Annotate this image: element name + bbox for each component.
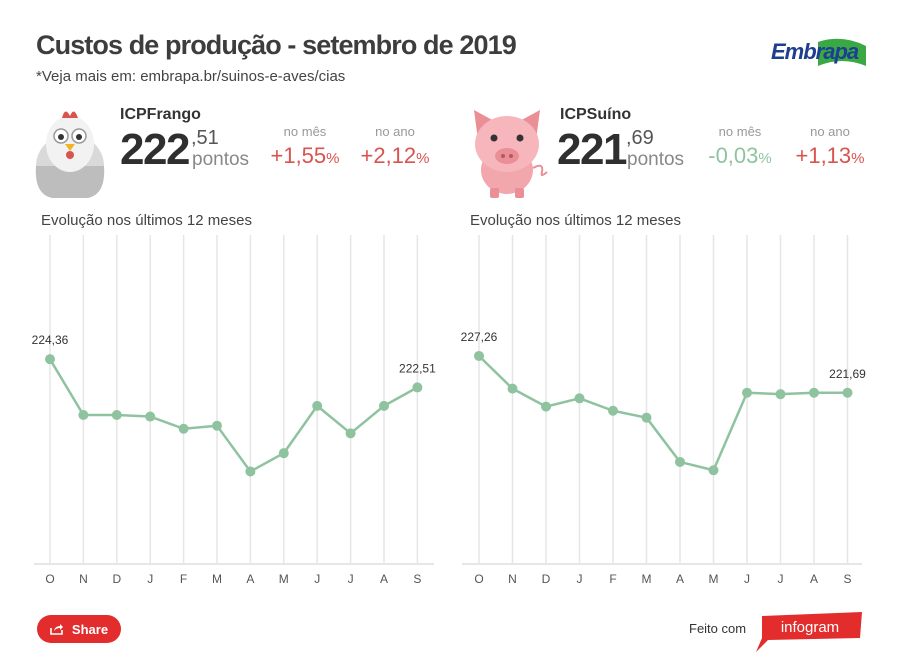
x-tick-label: D <box>542 572 551 586</box>
data-point[interactable] <box>145 411 156 422</box>
suino-mes-change: -0,03% <box>708 143 772 168</box>
suino-chart-title: Evolução nos últimos 12 meses <box>470 212 681 229</box>
x-tick-label: N <box>79 572 88 586</box>
share-icon <box>50 624 63 635</box>
data-point[interactable] <box>809 387 819 398</box>
infogram-logo[interactable]: infogram <box>754 612 864 652</box>
share-label: Share <box>71 621 109 637</box>
suino-value-int: 221 <box>557 125 627 174</box>
suino-ano-label: no ano <box>810 124 850 139</box>
data-point[interactable] <box>278 448 289 459</box>
page-subtitle: *Veja mais em: embrapa.br/suinos-e-aves/… <box>36 68 346 85</box>
data-point[interactable] <box>675 456 685 467</box>
x-tick-label: F <box>609 572 616 586</box>
frango-value-int: 222 <box>120 125 190 174</box>
data-point[interactable] <box>312 400 323 411</box>
suino-mes-label: no mês <box>718 124 762 139</box>
x-tick-label: S <box>413 572 421 586</box>
frango-unit: pontos <box>192 149 250 170</box>
data-point[interactable] <box>78 410 89 421</box>
frango-mes-label: no mês <box>283 124 327 139</box>
frango-chart-title: Evolução nos últimos 12 meses <box>41 212 252 229</box>
x-tick-label: M <box>279 572 289 586</box>
data-point[interactable] <box>474 350 484 361</box>
data-point[interactable] <box>45 354 55 365</box>
x-tick-label: M <box>212 572 222 586</box>
series-line <box>48 358 419 473</box>
frango-mes-change: +1,55% <box>270 143 340 168</box>
x-tick-label: M <box>709 572 719 586</box>
x-tick-label: J <box>778 572 784 586</box>
data-point[interactable] <box>775 389 786 400</box>
x-tick-label: D <box>112 572 121 586</box>
x-tick-label: J <box>147 572 153 586</box>
data-point[interactable] <box>641 412 652 423</box>
x-tick-label: F <box>180 572 187 586</box>
suino-value-dec: ,69 <box>626 127 654 149</box>
x-tick-label: J <box>744 572 750 586</box>
infogram-text: infogram <box>781 619 839 636</box>
x-tick-label: J <box>348 572 354 586</box>
x-tick-label: S <box>843 572 851 586</box>
x-tick-label: O <box>474 572 483 586</box>
data-point[interactable] <box>245 466 256 477</box>
frango-ano-change: +2,12% <box>360 143 430 168</box>
data-label: 227,26 <box>461 330 498 344</box>
x-tick-label: A <box>380 572 388 586</box>
data-point[interactable] <box>111 410 122 421</box>
data-point[interactable] <box>541 401 551 412</box>
data-point[interactable] <box>379 400 389 411</box>
x-tick-label: N <box>508 572 517 586</box>
data-label: 222,51 <box>399 361 436 375</box>
x-tick-label: M <box>642 572 652 586</box>
data-point[interactable] <box>708 465 719 476</box>
frango-name: ICPFrango <box>120 106 201 123</box>
data-point[interactable] <box>608 405 618 416</box>
suino-name: ICPSuíno <box>560 106 632 123</box>
x-tick-label: O <box>45 572 54 586</box>
suino-ano-change: +1,13% <box>795 143 865 168</box>
embrapa-logo: Embrapa <box>771 38 866 66</box>
x-tick-label: A <box>676 572 684 586</box>
x-tick-label: A <box>246 572 254 586</box>
data-point[interactable] <box>742 387 752 398</box>
series-line <box>478 355 848 472</box>
data-point[interactable] <box>412 382 423 393</box>
x-tick-label: J <box>577 572 583 586</box>
data-point[interactable] <box>507 383 518 394</box>
data-label: 221,69 <box>829 367 866 381</box>
frango-value-dec: ,51 <box>191 127 219 149</box>
x-tick-label: J <box>314 572 320 586</box>
frango-ano-label: no ano <box>375 124 415 139</box>
data-point[interactable] <box>842 387 853 398</box>
data-point[interactable] <box>178 423 189 434</box>
data-label: 224,36 <box>32 333 69 347</box>
x-tick-label: A <box>810 572 818 586</box>
suino-unit: pontos <box>627 149 685 170</box>
data-point[interactable] <box>574 393 585 404</box>
pig-icon <box>474 110 548 198</box>
data-point[interactable] <box>345 428 356 439</box>
made-with-text: Feito com <box>689 621 747 636</box>
page-title: Custos de produção - setembro de 2019 <box>36 30 517 60</box>
logo-text: Embrapa <box>771 39 859 64</box>
chicken-icon <box>35 111 105 198</box>
share-button[interactable]: Share <box>37 615 121 643</box>
data-point[interactable] <box>212 420 222 431</box>
